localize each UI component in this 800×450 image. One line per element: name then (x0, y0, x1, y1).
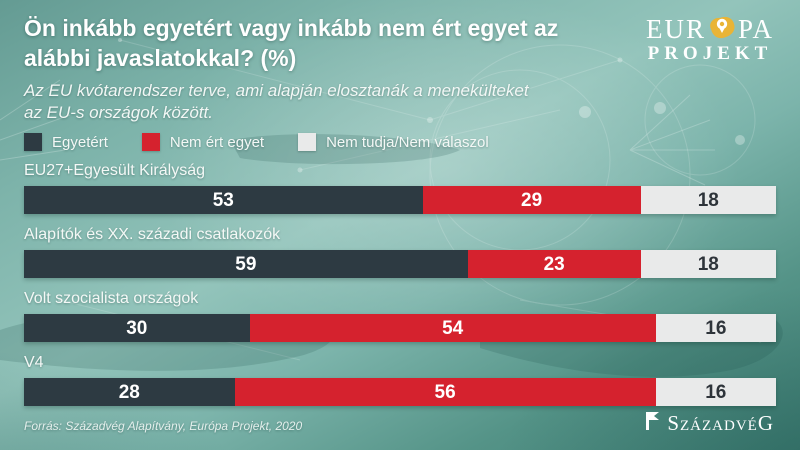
stacked-bar: 59 23 18 (24, 250, 776, 278)
category-label: EU27+Egyesült Királyság (24, 162, 205, 179)
szazadveg-wordmark: SzázadvéG (667, 411, 774, 435)
segment-value: 16 (705, 317, 727, 339)
page-title: Ön inkább egyetért vagy inkább nem ért e… (24, 14, 664, 74)
szazadveg-logo: SzázadvéG (643, 410, 774, 437)
bar-segment: 59 (24, 250, 468, 278)
segment-value: 23 (543, 253, 565, 275)
szazadveg-icon (643, 410, 661, 437)
europa-logo-part2: PA (737, 14, 774, 44)
chart-rows: EU27+Egyesült Királyság 53 29 18 Alapítók és… (24, 160, 776, 416)
segment-value: 56 (434, 381, 456, 403)
bar-segment: 54 (249, 314, 656, 342)
bar-segment: 53 (24, 186, 423, 214)
chart-row: EU27+Egyesült Királyság 53 29 18 (24, 160, 776, 214)
stacked-bar: 30 54 16 (24, 314, 776, 342)
segment-value: 59 (235, 253, 257, 275)
subtitle-line-2: az EU-s országok között. (24, 102, 213, 122)
segment-value: 53 (212, 189, 234, 211)
europa-projekt-logo: EUR PA PROJEKT (646, 14, 774, 65)
category-label: Volt szocialista országok (24, 290, 199, 307)
bar-segment: 18 (640, 250, 776, 278)
bar-segment: 23 (467, 250, 641, 278)
chart-legend: Egyetért Nem ért egyet Nem tudja/Nem válas… (24, 133, 489, 151)
stacked-bar: 28 56 16 (24, 378, 776, 406)
bar-segment: 29 (422, 186, 641, 214)
legend-swatch-icon (24, 133, 42, 151)
bar-segment: 30 (24, 314, 250, 342)
segment-value: 29 (521, 189, 543, 211)
title-line-2: alábbi javaslatokkal? (%) (24, 44, 297, 71)
legend-label: Egyetért (52, 133, 108, 151)
bar-segment: 56 (234, 378, 656, 406)
bar-segment: 16 (655, 314, 776, 342)
page-subtitle: Az EU kvótarendszer terve, ami alapján e… (24, 80, 664, 124)
segment-value: 28 (118, 381, 140, 403)
source-note: Forrás: Századvég Alapítvány, Európa Pro… (24, 419, 303, 433)
europe-map-pin-icon (707, 14, 737, 42)
title-line-1: Ön inkább egyetért vagy inkább nem ért e… (24, 15, 559, 41)
chart-row: V4 28 56 16 (24, 352, 776, 406)
legend-item-2: Nem tudja/Nem válaszol (298, 133, 489, 151)
chart-row: Alapítók és XX. századi csatlakozók 59 23 1… (24, 224, 776, 278)
segment-value: 54 (442, 317, 464, 339)
header: Ön inkább egyetért vagy inkább nem ért e… (24, 14, 664, 124)
europa-logo-part1: EUR (645, 14, 706, 44)
legend-item-0: Egyetért (24, 133, 108, 151)
bar-segment: 16 (655, 378, 776, 406)
legend-swatch-icon (141, 133, 160, 151)
legend-item-1: Nem ért egyet (141, 133, 265, 151)
category-label: Alapítók és XX. századi csatlakozók (24, 226, 281, 243)
category-label: V4 (24, 354, 44, 371)
legend-label: Nem tudja/Nem válaszol (326, 133, 489, 151)
segment-value: 30 (126, 317, 148, 339)
europa-logo-line1: EUR PA (646, 14, 774, 45)
legend-label: Nem ért egyet (169, 133, 265, 151)
bar-segment: 28 (24, 378, 235, 406)
subtitle-line-1: Az EU kvótarendszer terve, ami alapján e… (24, 80, 529, 100)
segment-value: 18 (697, 253, 719, 275)
bar-segment: 18 (640, 186, 776, 214)
europa-logo-line2: PROJEKT (647, 43, 773, 64)
legend-swatch-icon (298, 133, 317, 151)
stacked-bar: 53 29 18 (24, 186, 776, 214)
chart-row: Volt szocialista országok 30 54 16 (24, 288, 776, 342)
segment-value: 18 (697, 189, 719, 211)
segment-value: 16 (705, 381, 727, 403)
